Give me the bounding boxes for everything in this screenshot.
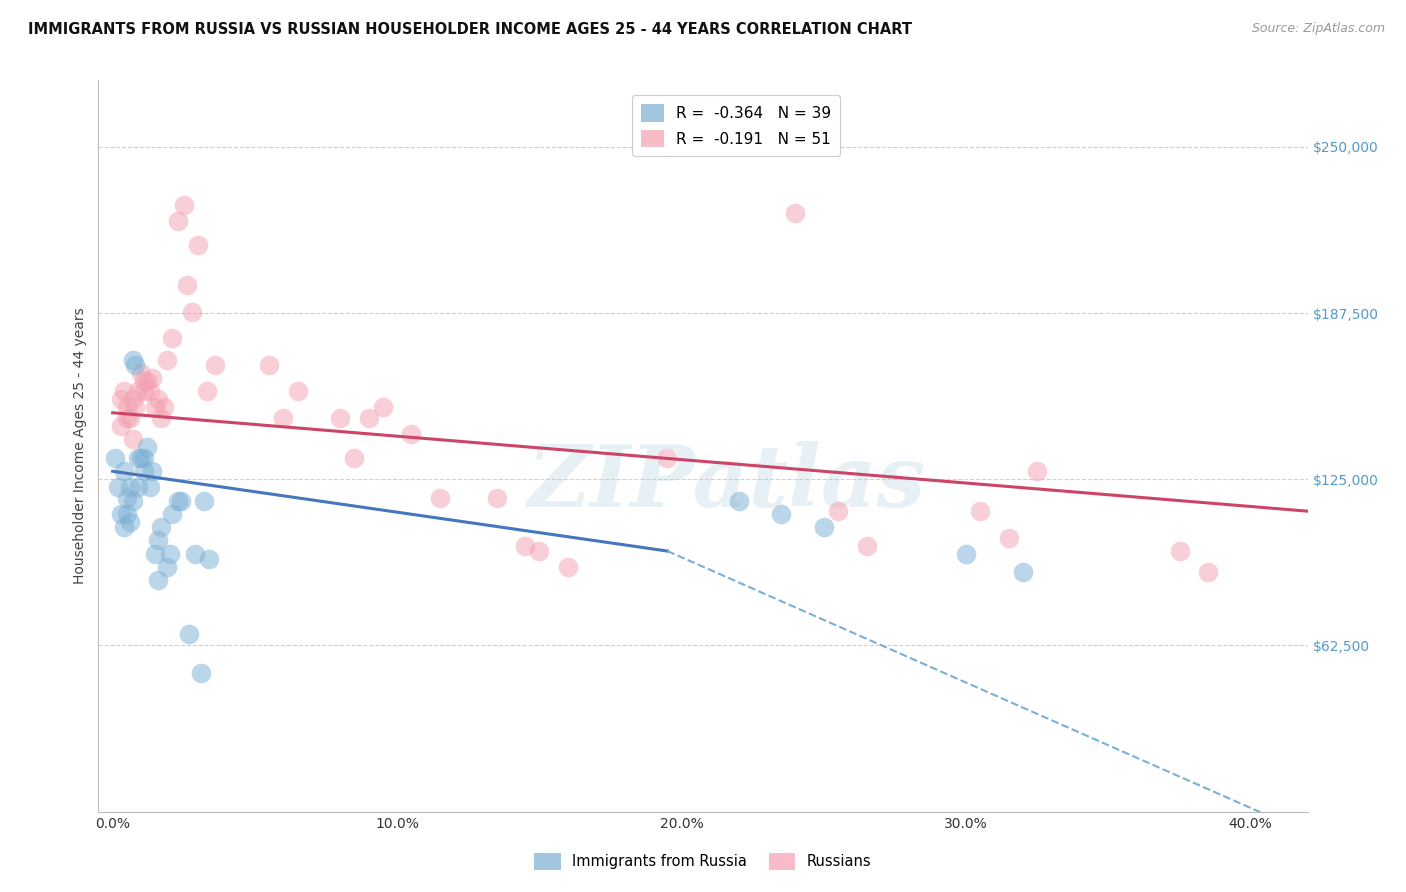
Point [127,384,149,399]
Point [329,411,352,425]
Point [1026,464,1049,478]
Point [129,450,152,465]
Point [159,547,181,561]
Point [429,491,451,505]
Point [112,464,135,478]
Point [124,401,146,415]
Point [115,411,138,425]
Point [770,507,793,521]
Point [129,366,152,380]
Point [146,392,169,407]
Point [557,560,579,574]
Point [179,626,201,640]
Point [162,507,184,521]
Point [135,440,157,454]
Point [485,491,508,505]
Point [827,504,849,518]
Point [153,401,176,415]
Point [132,374,155,388]
Legend: Immigrants from Russia, Russians: Immigrants from Russia, Russians [529,847,877,876]
Point [143,547,166,561]
Point [371,401,394,415]
Point [156,352,179,367]
Point [121,433,143,447]
Point [193,493,215,508]
Point [110,419,132,434]
Point [150,411,173,425]
Point [401,427,423,442]
Point [121,352,143,367]
Point [727,493,749,508]
Point [167,214,190,228]
Point [187,238,209,252]
Point [955,547,977,561]
Legend: R =  -0.364   N = 39, R =  -0.191   N = 51: R = -0.364 N = 39, R = -0.191 N = 51 [631,95,841,156]
Text: Source: ZipAtlas.com: Source: ZipAtlas.com [1251,22,1385,36]
Point [110,507,132,521]
Point [1197,566,1219,580]
Point [998,531,1021,545]
Point [127,450,149,465]
Point [118,515,141,529]
Point [115,401,138,415]
Point [1168,544,1191,558]
Point [181,304,204,318]
Point [141,464,163,478]
Point [785,206,807,220]
Point [110,392,132,407]
Point [190,666,212,681]
Point [969,504,991,518]
Point [176,278,198,293]
Point [173,198,195,212]
Point [855,539,877,553]
Point [115,491,138,505]
Point [813,520,835,534]
Point [184,547,207,561]
Point [112,384,135,399]
Point [657,450,679,465]
Point [107,480,129,494]
Point [162,331,184,345]
Point [146,574,169,588]
Point [121,493,143,508]
Point [138,480,160,494]
Point [1012,566,1035,580]
Point [104,450,127,465]
Point [132,450,155,465]
Point [132,464,155,478]
Point [118,480,141,494]
Point [357,411,380,425]
Point [204,358,226,372]
Point [135,374,157,388]
Point [195,384,218,399]
Y-axis label: Householder Income Ages 25 - 44 years: Householder Income Ages 25 - 44 years [73,308,87,584]
Text: IMMIGRANTS FROM RUSSIA VS RUSSIAN HOUSEHOLDER INCOME AGES 25 - 44 YEARS CORRELAT: IMMIGRANTS FROM RUSSIA VS RUSSIAN HOUSEH… [28,22,912,37]
Point [143,401,166,415]
Point [273,411,295,425]
Point [170,493,193,508]
Point [167,493,190,508]
Point [112,520,135,534]
Point [127,480,149,494]
Point [115,507,138,521]
Point [150,520,173,534]
Text: ZIPatlas: ZIPatlas [529,441,927,524]
Point [146,533,169,548]
Point [156,560,179,574]
Point [257,358,280,372]
Point [121,392,143,407]
Point [287,384,309,399]
Point [118,411,141,425]
Point [515,539,537,553]
Point [141,371,163,385]
Point [124,358,146,372]
Point [343,450,366,465]
Point [138,384,160,399]
Point [132,384,155,399]
Point [529,544,551,558]
Point [198,552,221,566]
